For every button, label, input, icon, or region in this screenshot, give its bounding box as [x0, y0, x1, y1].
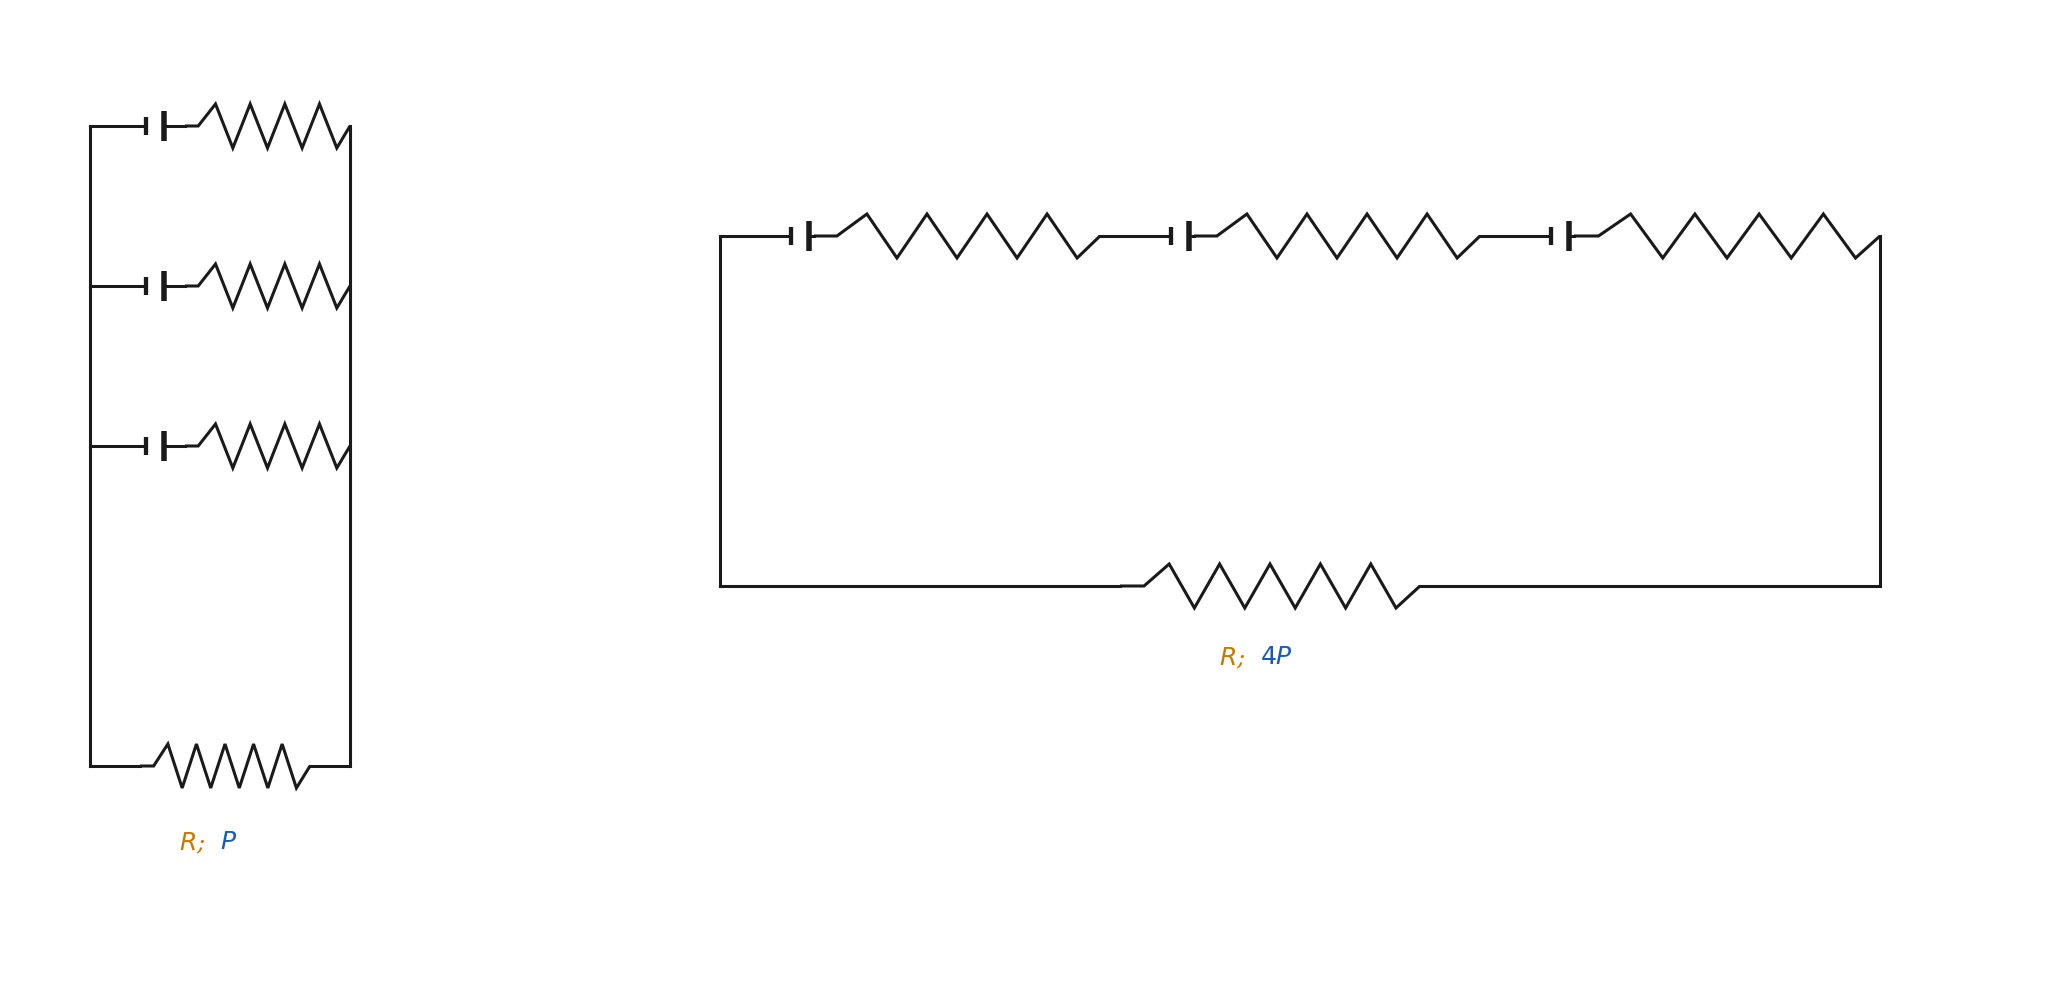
Text: $4P$: $4P$	[1260, 646, 1293, 669]
Text: $P$: $P$	[221, 831, 237, 854]
Text: $R$;: $R$;	[1219, 646, 1246, 671]
Text: $R$;: $R$;	[178, 831, 205, 856]
